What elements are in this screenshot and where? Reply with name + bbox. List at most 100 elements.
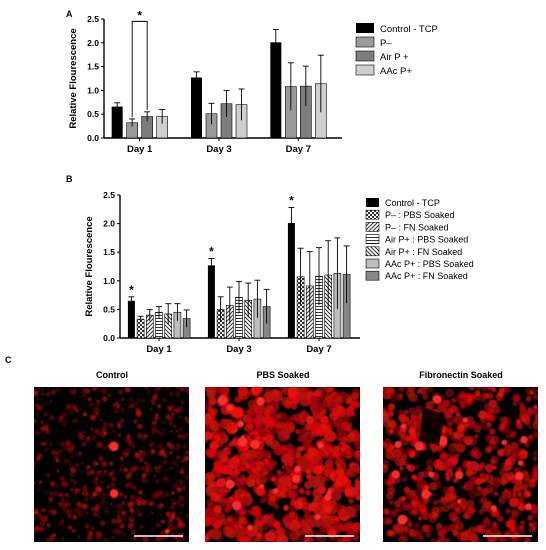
bright-cell-mark	[525, 503, 532, 510]
cell-mark	[206, 448, 217, 459]
cell-mark	[90, 506, 96, 512]
cell-mark	[313, 390, 320, 397]
cell-mark	[87, 530, 94, 537]
cell-mark	[46, 473, 51, 478]
cell-mark	[176, 455, 181, 460]
cell-mark	[458, 391, 467, 399]
micrographs: Control PBS Soaked Fibronectin Soaked	[34, 370, 538, 542]
cell-mark	[170, 430, 173, 433]
cell-mark	[101, 396, 108, 402]
cell-mark	[265, 512, 273, 520]
cell-mark	[296, 387, 307, 393]
cell-mark	[162, 427, 167, 432]
cell-mark	[336, 537, 346, 542]
cell-mark	[119, 523, 125, 529]
legend-swatch-air-p-pbs-soaked	[365, 234, 380, 244]
cell-mark	[99, 444, 103, 448]
bar-control-tcp-day-7	[287, 223, 295, 338]
cell-mark	[245, 535, 258, 542]
cell-mark	[129, 397, 134, 402]
cell-mark	[150, 448, 156, 454]
cell-mark	[64, 419, 68, 423]
cell-mark	[450, 454, 460, 464]
cell-mark	[34, 461, 36, 465]
cell-mark	[355, 449, 360, 457]
cell-mark	[151, 400, 156, 405]
cell-mark	[401, 535, 409, 542]
cell-mark	[38, 526, 45, 532]
cell-mark	[130, 495, 135, 500]
cell-mark	[176, 486, 183, 493]
cell-mark	[445, 476, 451, 482]
cell-mark	[303, 525, 313, 535]
bright-cell-mark	[401, 423, 407, 429]
cell-mark	[73, 507, 81, 514]
cell-mark	[520, 520, 526, 526]
cell-mark	[272, 400, 280, 408]
cell-mark	[443, 460, 454, 471]
cell-mark	[59, 449, 63, 453]
cell-mark	[77, 535, 81, 539]
cell-mark	[98, 455, 105, 462]
legend-swatch-control-tcp	[356, 23, 374, 33]
cell-mark	[284, 443, 296, 455]
cell-mark	[399, 466, 404, 471]
cell-mark	[268, 528, 277, 537]
cell-mark	[121, 397, 125, 402]
cell-mark	[255, 418, 262, 425]
cell-mark	[209, 516, 216, 523]
cell-mark	[498, 496, 507, 505]
cell-mark	[170, 498, 174, 502]
cell-mark	[64, 492, 70, 498]
cell-mark	[107, 472, 114, 478]
cell-mark	[159, 514, 163, 517]
cell-mark	[61, 480, 68, 487]
cell-mark	[398, 387, 406, 392]
cell-mark	[519, 404, 527, 412]
y-tick-label: 1.5	[87, 62, 99, 72]
cell-mark	[184, 474, 189, 480]
cell-mark	[35, 431, 41, 436]
cell-mark	[521, 494, 527, 500]
cell-mark	[289, 512, 295, 519]
cell-mark	[343, 447, 356, 460]
cell-mark	[160, 432, 165, 437]
cell-mark	[93, 429, 100, 435]
cell-mark	[128, 405, 131, 409]
cell-mark	[120, 521, 124, 525]
cell-mark	[61, 499, 65, 502]
bright-cell-mark	[454, 470, 464, 480]
cell-mark	[303, 431, 315, 443]
cell-mark	[443, 408, 454, 418]
cell-mark	[122, 514, 129, 522]
cell-mark	[385, 492, 394, 500]
legend-swatch-control-tcp	[366, 198, 379, 207]
cell-mark	[476, 485, 482, 492]
cell-mark	[144, 387, 149, 390]
cell-mark	[171, 405, 174, 409]
cell-mark	[39, 426, 45, 431]
cell-mark	[518, 525, 526, 532]
bright-cell-mark	[217, 395, 227, 406]
cell-mark	[184, 416, 188, 421]
cell-mark	[137, 398, 140, 402]
cell-mark	[407, 419, 418, 430]
cell-mark	[440, 394, 445, 399]
bright-cell-mark	[428, 471, 435, 478]
cell-mark	[330, 400, 338, 408]
cell-mark	[217, 536, 224, 542]
cell-mark	[461, 484, 467, 490]
cell-mark	[318, 486, 326, 495]
bright-cell-mark	[256, 397, 265, 406]
cell-mark	[74, 408, 79, 413]
cell-mark	[86, 471, 91, 476]
legend-label-p-fn-soaked: P– : FN Soaked	[385, 222, 449, 232]
cell-mark	[124, 467, 129, 473]
cell-mark	[141, 477, 148, 484]
cell-mark	[140, 398, 145, 403]
cell-mark	[388, 411, 395, 417]
cell-mark	[206, 498, 214, 506]
cell-mark	[474, 390, 481, 397]
cell-mark	[247, 399, 258, 410]
cell-mark	[309, 467, 316, 474]
